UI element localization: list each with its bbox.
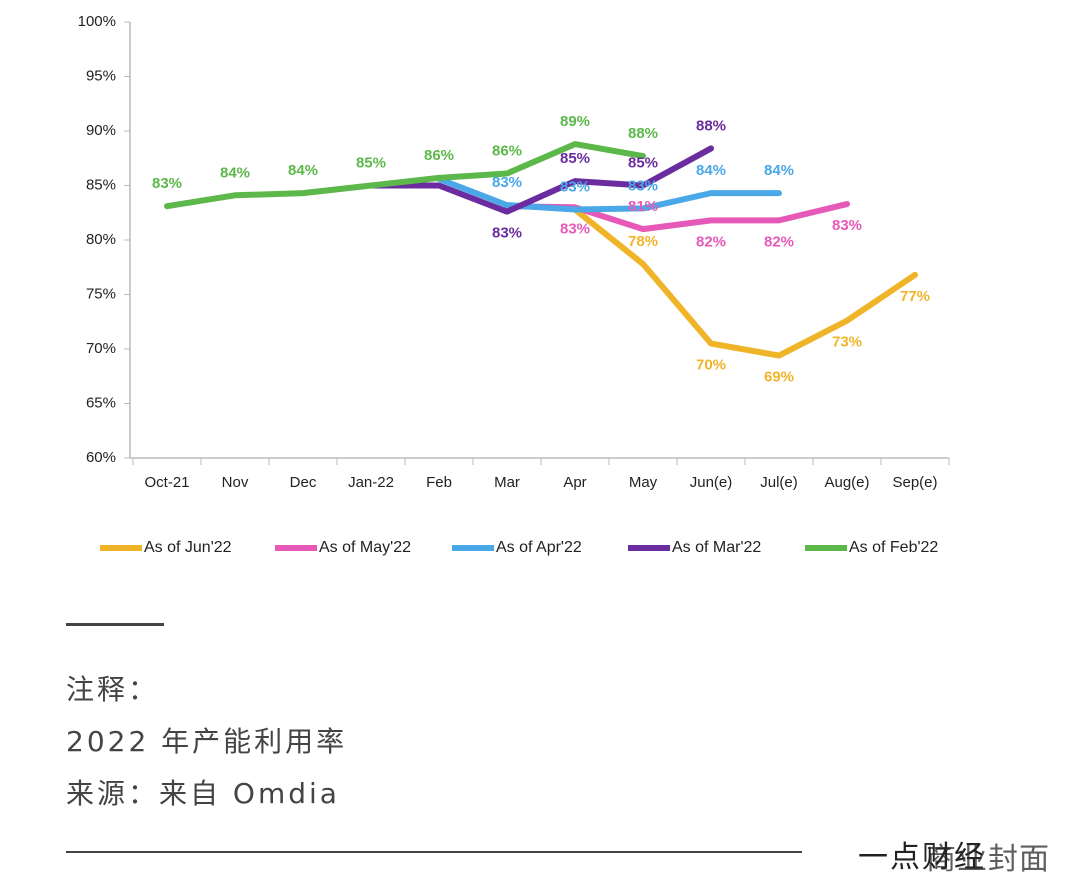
- data-label: 89%: [560, 113, 590, 130]
- x-tick-label: Dec: [290, 474, 317, 491]
- legend-label: As of Jun'22: [144, 539, 232, 556]
- y-tick-label: 90%: [86, 122, 116, 139]
- x-tick-label: Mar: [494, 474, 520, 491]
- y-tick-label: 75%: [86, 285, 116, 302]
- notes-heading: 注释：: [66, 673, 160, 706]
- x-tick-label: May: [629, 474, 658, 491]
- x-tick-label: Apr: [563, 474, 586, 491]
- data-label: 84%: [696, 162, 726, 179]
- watermark: 商业封面: [926, 842, 1050, 877]
- x-tick-label: Feb: [426, 474, 452, 491]
- data-label: 82%: [696, 233, 726, 250]
- data-label: 69%: [764, 369, 794, 386]
- data-label: 84%: [764, 162, 794, 179]
- data-label: 83%: [628, 177, 658, 194]
- y-tick-label: 85%: [86, 176, 116, 193]
- data-label: 84%: [288, 162, 318, 179]
- x-tick-label: Oct-21: [144, 474, 189, 491]
- series-line: [164, 141, 646, 210]
- data-label: 88%: [628, 125, 658, 142]
- data-label: 88%: [696, 117, 726, 134]
- y-tick-label: 60%: [86, 449, 116, 466]
- legend-label: As of Mar'22: [672, 539, 761, 556]
- data-label: 83%: [560, 220, 590, 237]
- data-label: 83%: [832, 217, 862, 234]
- footer-brand: 一点财经: [858, 840, 986, 875]
- y-tick-label: 65%: [86, 394, 116, 411]
- data-label: 86%: [492, 142, 522, 159]
- data-label: 70%: [696, 357, 726, 374]
- data-label: 73%: [832, 334, 862, 351]
- chart: 60% 65% 70% 75% 80% 85% 90% 95% 100% Oct-21 Nov Dec…: [78, 13, 950, 556]
- legend-label: As of Feb'22: [849, 539, 938, 556]
- y-tick-label: 80%: [86, 231, 116, 248]
- data-label: 84%: [220, 164, 250, 181]
- data-label: 83%: [492, 174, 522, 191]
- legend-label: As of Apr'22: [496, 539, 582, 556]
- series-line: [368, 145, 714, 215]
- y-tick-label: 70%: [86, 340, 116, 357]
- x-tick-label: Nov: [222, 474, 249, 491]
- x-tick-label: Aug(e): [824, 474, 869, 491]
- data-label: 83%: [152, 175, 182, 192]
- notes-line: 2022 年产能利用率: [66, 725, 348, 758]
- x-tick-label: Jan-22: [348, 474, 394, 491]
- x-tick-label: Jul(e): [760, 474, 798, 491]
- data-label: 78%: [628, 233, 658, 250]
- x-tick-label: Jun(e): [690, 474, 733, 491]
- series-line: [436, 175, 782, 213]
- y-tick-label: 100%: [78, 13, 116, 30]
- x-tick-label: Sep(e): [892, 474, 937, 491]
- data-label: 82%: [764, 233, 794, 250]
- series-line: [572, 206, 918, 359]
- data-label: 85%: [560, 150, 590, 167]
- notes-line: 来源：来自 Omdia: [66, 777, 340, 810]
- data-label: 85%: [628, 154, 658, 171]
- y-tick-label: 95%: [86, 67, 116, 84]
- data-label: 77%: [900, 288, 930, 305]
- legend-label: As of May'22: [319, 539, 411, 556]
- data-label: 85%: [356, 154, 386, 171]
- divider-short: [66, 623, 164, 626]
- data-label: 81%: [628, 198, 658, 215]
- data-label: 83%: [560, 178, 590, 195]
- data-label: 83%: [492, 225, 522, 242]
- divider-long: [66, 851, 802, 853]
- data-label: 86%: [424, 147, 454, 164]
